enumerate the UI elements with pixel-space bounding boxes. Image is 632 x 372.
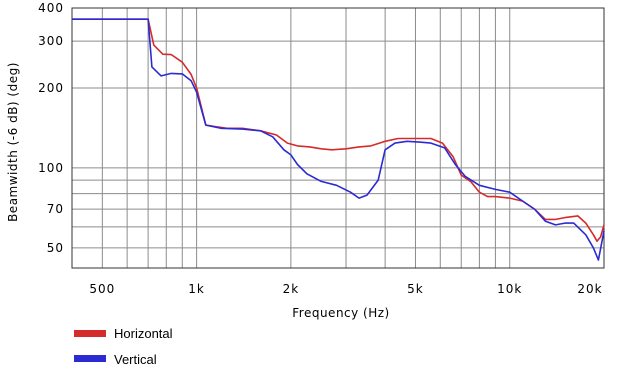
x-tick-label: 2k [283,282,300,296]
y-tick-label: 300 [38,34,64,48]
series-line-vertical [72,18,605,261]
legend-label-vertical: Vertical [114,352,157,367]
x-tick-label: 500 [89,282,115,296]
y-tick-label: 400 [38,1,64,15]
x-tick-label: 20k [577,282,602,296]
x-tick-label: 5k [407,282,424,296]
x-tick-label: 1k [188,282,205,296]
y-tick-labels: 400 300 200 100 70 50 [38,1,64,255]
y-tick-label: 50 [47,241,64,255]
series-layer [72,18,605,261]
plot-frame [71,7,605,269]
y-tick-label: 200 [38,81,64,95]
legend: Horizontal Vertical [74,326,173,367]
x-tick-labels: 500 1k 2k 5k 10k 20k [89,282,602,296]
legend-swatch-horizontal [74,330,106,337]
x-axis-title: Frequency (Hz) [292,306,390,320]
legend-label-horizontal: Horizontal [114,326,173,341]
y-axis-title: Beamwidth (-6 dB) (deg) [6,62,20,222]
legend-swatch-vertical [74,355,106,362]
y-tick-label: 100 [38,161,64,175]
x-tick-label: 10k [497,282,522,296]
y-tick-label: 70 [47,202,64,216]
